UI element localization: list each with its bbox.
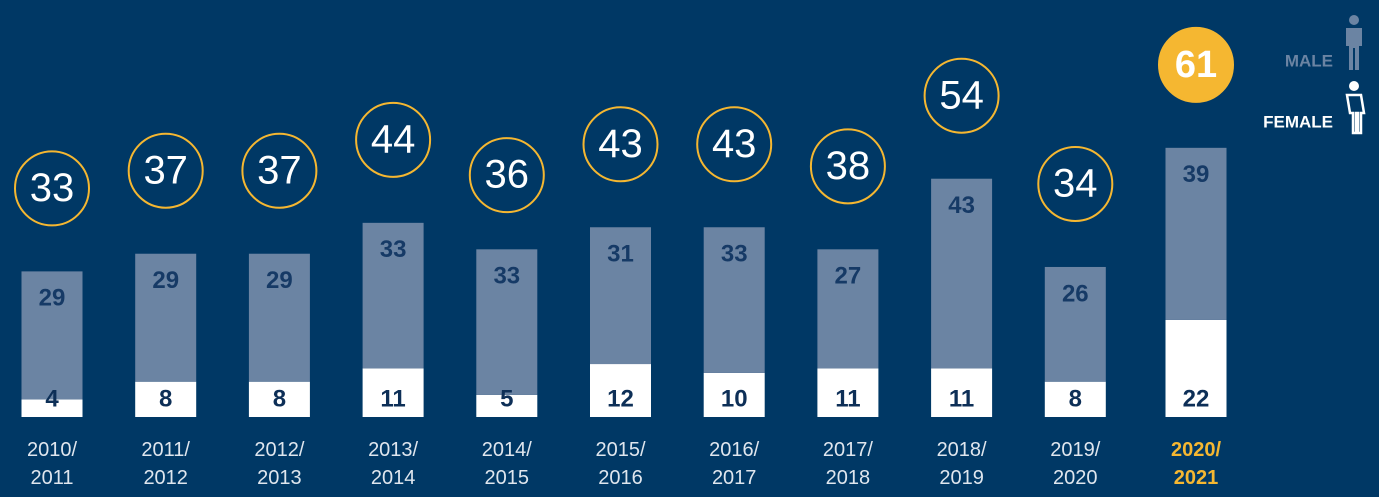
total-label: 38	[826, 144, 871, 188]
male-label: 39	[1183, 161, 1210, 188]
male-label: 29	[39, 285, 66, 312]
total-label: 37	[143, 148, 188, 192]
female-label: 11	[380, 385, 405, 412]
total-circle	[582, 106, 659, 183]
female-label: 8	[159, 385, 172, 412]
x-tick-label: 2013/ 2014	[368, 439, 419, 489]
bar-male	[1165, 147, 1227, 320]
x-tick-label: 2018/ 2019	[936, 439, 987, 489]
female-label: 4	[45, 385, 59, 412]
bar-female	[931, 368, 993, 417]
total-circle	[1037, 145, 1114, 222]
bar-male	[1044, 266, 1106, 382]
male-label: 26	[1062, 280, 1089, 307]
female-label: 11	[835, 385, 860, 412]
total-circle	[127, 132, 204, 209]
legend-female-icon	[1345, 93, 1366, 135]
bar-female	[476, 394, 538, 417]
female-label: 8	[273, 385, 286, 412]
bar-female	[21, 399, 83, 417]
bar-female	[1044, 381, 1106, 417]
bar-female	[590, 364, 651, 417]
total-label: 43	[712, 122, 757, 166]
male-label: 33	[721, 241, 748, 268]
x-tick-label: 2015/ 2016	[595, 439, 646, 489]
male-label: 27	[835, 263, 862, 290]
legend-female-icon	[1349, 81, 1359, 91]
bar-male	[476, 249, 538, 395]
bar-male	[248, 253, 310, 382]
legend-male-icon	[1346, 28, 1362, 70]
bar-female	[817, 368, 879, 417]
total-circle	[923, 57, 1000, 134]
x-tick-label: 2019/ 2020	[1050, 439, 1101, 489]
male-label: 33	[380, 236, 407, 263]
total-circle	[809, 128, 886, 205]
total-circle	[468, 137, 545, 214]
female-label: 8	[1069, 385, 1082, 412]
total-label: 33	[30, 166, 75, 210]
x-tick-label: 2017/ 2018	[822, 439, 873, 489]
bar-female	[135, 381, 197, 417]
x-tick-label: 2020/ 2021	[1170, 439, 1222, 489]
legend-female: FEMALE	[1263, 112, 1333, 131]
total-circle	[355, 101, 432, 178]
female-label: 5	[500, 385, 513, 412]
x-tick-label: 2012/ 2013	[254, 439, 305, 489]
total-label: 37	[257, 148, 302, 192]
total-circle	[14, 150, 90, 227]
female-label: 11	[949, 385, 974, 412]
total-label: 61	[1175, 44, 1217, 86]
bar-male	[817, 249, 879, 369]
bar-male	[362, 222, 424, 369]
bar-male	[703, 227, 765, 373]
total-circle	[1158, 26, 1234, 103]
total-label: 44	[371, 117, 416, 161]
bar-male	[590, 227, 651, 365]
x-tick-label: 2011/ 2012	[141, 439, 190, 489]
female-label: 10	[721, 385, 748, 412]
male-label: 33	[493, 263, 520, 290]
total-label: 43	[598, 122, 643, 166]
male-label: 29	[266, 267, 293, 294]
bar-female	[703, 372, 765, 417]
total-label: 34	[1053, 162, 1098, 206]
bar-male	[931, 178, 993, 369]
x-tick-label: 2010/ 2011	[26, 439, 78, 489]
bar-male	[21, 271, 83, 400]
male-label: 43	[948, 192, 975, 219]
bar-female	[362, 368, 424, 417]
bar-female	[248, 381, 310, 417]
legend-male: MALE	[1285, 51, 1333, 70]
female-label: 12	[607, 385, 634, 412]
x-tick-label: 2016/ 2017	[709, 439, 760, 489]
bar-male	[135, 253, 197, 382]
male-label: 29	[152, 267, 179, 294]
total-circle	[241, 132, 318, 209]
bar-female	[1165, 319, 1227, 417]
legend-male-icon	[1349, 15, 1359, 25]
total-label: 36	[485, 153, 530, 197]
female-label: 22	[1183, 385, 1210, 412]
male-label: 31	[607, 241, 634, 268]
total-circle	[696, 106, 773, 183]
total-label: 54	[939, 73, 984, 117]
x-tick-label: 2014/ 2015	[481, 439, 532, 489]
